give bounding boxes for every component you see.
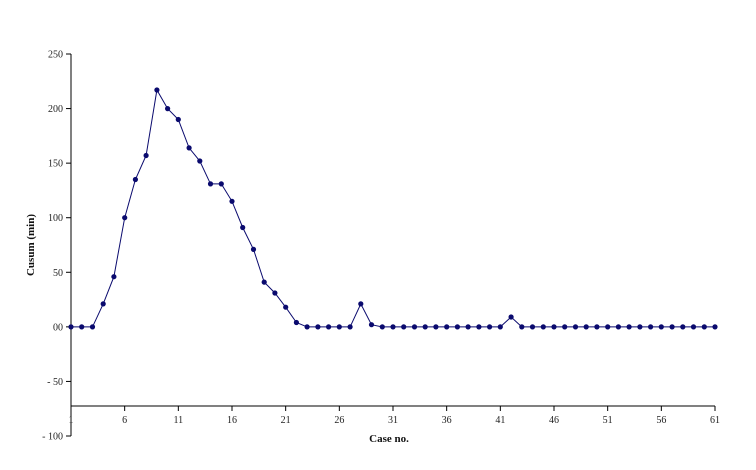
x-tick-label: 41 xyxy=(495,415,505,426)
data-point xyxy=(111,274,117,280)
data-point xyxy=(261,279,267,285)
data-point xyxy=(551,324,557,330)
data-point xyxy=(218,181,224,187)
data-point xyxy=(465,324,471,330)
data-point xyxy=(701,324,707,330)
data-point xyxy=(594,324,600,330)
x-tick-label: 56 xyxy=(656,415,666,426)
data-point xyxy=(347,324,353,330)
data-point xyxy=(283,304,289,310)
data-point xyxy=(529,324,536,330)
data-point xyxy=(519,324,525,330)
data-point xyxy=(358,301,364,307)
data-point xyxy=(487,324,493,330)
x-tick-label: 1 xyxy=(69,415,74,426)
y-tick-label: 150 xyxy=(48,159,63,170)
data-point xyxy=(186,145,192,151)
data-point xyxy=(240,224,246,231)
data-point xyxy=(669,324,675,330)
y-tick-label: - 50 xyxy=(47,377,63,388)
x-tick-label: 11 xyxy=(174,415,184,426)
data-point xyxy=(68,324,74,330)
data-point xyxy=(411,324,418,330)
data-point xyxy=(648,324,654,330)
data-point xyxy=(315,324,321,330)
data-point xyxy=(79,324,85,330)
data-point xyxy=(690,324,697,330)
data-point xyxy=(605,324,611,330)
data-point xyxy=(583,324,589,330)
data-point xyxy=(615,324,622,330)
y-tick-label: 100 xyxy=(48,213,63,224)
data-point xyxy=(293,319,299,326)
data-point xyxy=(476,324,482,330)
data-point xyxy=(304,324,310,330)
data-point xyxy=(229,198,235,204)
data-point xyxy=(89,324,96,330)
data-point xyxy=(197,158,203,164)
data-point xyxy=(336,324,342,330)
x-tick-label: 31 xyxy=(388,415,398,426)
data-point xyxy=(143,152,149,159)
y-tick-label: - 100 xyxy=(42,432,63,443)
data-point xyxy=(562,324,568,330)
data-point xyxy=(508,314,514,320)
series-layer xyxy=(68,87,718,330)
y-axis-title: Cusum (min) xyxy=(25,214,37,276)
data-point xyxy=(272,290,278,296)
x-tick-label: 36 xyxy=(442,415,452,426)
data-point xyxy=(658,324,664,330)
data-point xyxy=(379,324,385,330)
x-tick-label: 21 xyxy=(281,415,291,426)
data-point xyxy=(712,324,718,330)
data-point xyxy=(454,324,460,330)
data-point xyxy=(326,324,332,330)
data-point xyxy=(497,324,503,330)
data-point xyxy=(250,246,257,252)
data-point xyxy=(433,324,439,330)
x-tick-label: 6 xyxy=(122,415,127,426)
data-point xyxy=(165,106,171,112)
data-point xyxy=(368,322,375,328)
data-point xyxy=(422,324,428,330)
data-point xyxy=(132,176,138,183)
series-line xyxy=(71,88,715,328)
x-tick-label: 16 xyxy=(227,415,237,426)
data-point xyxy=(100,301,106,307)
y-tick-label: 50 xyxy=(53,268,63,279)
data-point xyxy=(154,87,160,93)
data-point xyxy=(572,324,579,330)
x-axis-title: Case no. xyxy=(369,433,409,445)
x-tick-label: 61 xyxy=(710,415,720,426)
data-point xyxy=(401,324,407,330)
x-tick-label: 26 xyxy=(334,415,344,426)
data-point xyxy=(390,324,396,330)
y-tick-label: 200 xyxy=(48,104,63,115)
y-tick-label: 00 xyxy=(53,322,63,333)
data-point xyxy=(680,324,686,330)
x-tick-label: 46 xyxy=(549,415,559,426)
data-point xyxy=(626,324,632,330)
data-point xyxy=(637,324,643,330)
data-point xyxy=(444,324,450,330)
data-point xyxy=(122,215,128,221)
data-point xyxy=(175,116,181,123)
data-point xyxy=(207,181,214,187)
y-tick-label: 250 xyxy=(48,50,63,61)
x-tick-label: 51 xyxy=(603,415,613,426)
data-point xyxy=(540,324,546,330)
